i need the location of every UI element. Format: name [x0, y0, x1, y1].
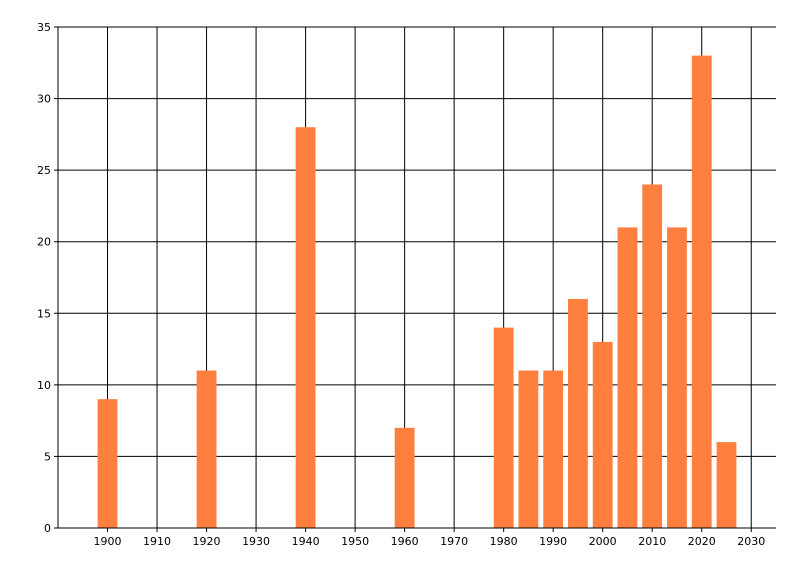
tick-labels: 0 5 10 15 20 25 30 35 1900 1910 1920 1930 1940 1950 19… — [37, 21, 765, 548]
bar-2010 — [642, 184, 663, 528]
x-tick-label: 1970 — [440, 535, 468, 548]
x-tick-label: 1910 — [143, 535, 171, 548]
y-tick-label: 15 — [37, 307, 51, 320]
y-tick-label: 35 — [37, 21, 51, 34]
bar-2015 — [667, 227, 687, 528]
x-tick-label: 2030 — [737, 535, 765, 548]
x-tick-label: 2010 — [638, 535, 666, 548]
bar-2000 — [592, 341, 613, 528]
bar-1990 — [543, 370, 564, 528]
axes — [54, 26, 776, 532]
y-tick-label: 30 — [37, 93, 51, 106]
bar-1940 — [295, 127, 316, 528]
y-tick-label: 0 — [44, 522, 51, 535]
x-tick-label: 1900 — [94, 535, 122, 548]
y-tick-label: 5 — [44, 450, 51, 463]
x-tick-label: 1960 — [391, 535, 419, 548]
bar-1995 — [568, 298, 588, 528]
x-tick-label: 2020 — [688, 535, 716, 548]
y-tick-label: 10 — [37, 379, 51, 392]
y-tick-label: 25 — [37, 164, 51, 177]
bar-2005 — [617, 227, 638, 528]
x-tick-label: 1990 — [539, 535, 567, 548]
bar-1900 — [97, 399, 118, 528]
bar-series — [97, 55, 737, 528]
x-tick-label: 2000 — [589, 535, 617, 548]
x-tick-label: 1930 — [242, 535, 270, 548]
x-tick-label: 1940 — [292, 535, 320, 548]
y-tick-label: 20 — [37, 236, 51, 249]
x-tick-label: 1980 — [490, 535, 518, 548]
bar-1985 — [518, 370, 539, 528]
bar-2025 — [716, 442, 737, 528]
bar-2020 — [691, 55, 712, 528]
bar-1960 — [394, 427, 415, 528]
x-tick-label: 1920 — [193, 535, 221, 548]
bar-1920 — [196, 370, 217, 528]
bar-1980 — [493, 327, 514, 528]
x-tick-label: 1950 — [341, 535, 369, 548]
